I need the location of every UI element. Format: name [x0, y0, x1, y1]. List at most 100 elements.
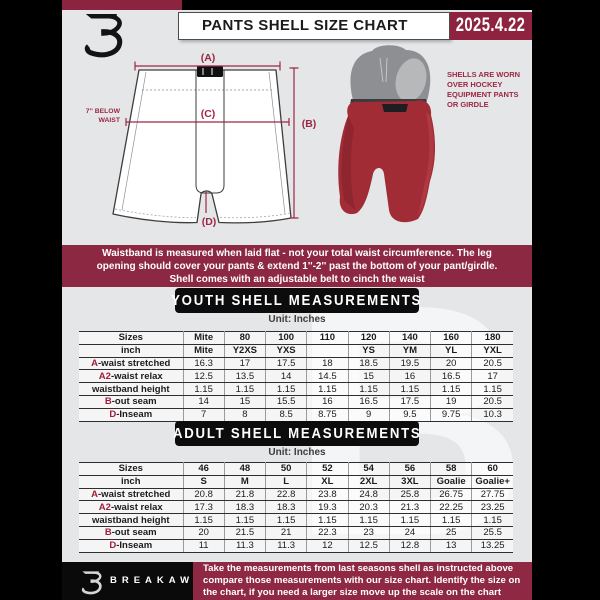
measurement-cell: 1.15	[264, 513, 308, 527]
measurement-cell: 22.25	[429, 500, 473, 515]
measurement-cell: Mite	[182, 331, 225, 345]
measurement-cell: 14	[182, 394, 225, 409]
measurement-cell: 1.15	[306, 382, 349, 396]
page-content: B PANTS SHELL SIZE CHART 2025.4.22	[62, 0, 532, 600]
adult-heading: ADULT SHELL MEASUREMENTS	[172, 425, 422, 442]
measurement-cell: 19.5	[388, 356, 432, 371]
measurement-cell: 11.3	[264, 538, 308, 553]
measurement-cell: 1.15	[429, 513, 473, 527]
measurement-cell: Y2XS	[223, 343, 267, 358]
table-row: A2-waist relax 12.5 13.5 14 14.5 15 16 16.5 17	[79, 369, 513, 384]
notice-banner: Waistband is measured when laid flat - n…	[62, 245, 532, 287]
date-text: 2025.4.22	[456, 15, 526, 36]
belt-buckle	[197, 66, 223, 77]
measurement-cell: M	[223, 474, 267, 489]
footer: BREAKAWAY Take the measurements from las…	[62, 562, 532, 600]
measurement-cell: 16.5	[347, 394, 390, 409]
row-label: A2-waist relax	[79, 369, 184, 384]
measurement-cell: 24	[388, 525, 432, 540]
notice-text: Waistband is measured when laid flat - n…	[96, 247, 498, 285]
measurement-cell: 1.15	[347, 513, 390, 527]
measurement-cell: YXS	[264, 343, 308, 358]
measurement-cell: 15	[347, 369, 390, 384]
measurement-cell: 1.15	[471, 382, 513, 396]
below-waist-note: 7'' BELOW WAIST	[85, 108, 120, 124]
measurement-cell: 20.5	[471, 394, 513, 409]
measurement-cell: 20.3	[347, 500, 390, 515]
measurement-cell: 1.15	[182, 513, 225, 527]
table-row: B-out seam 20 21.5 21 22.3 23 24 25 25.5	[79, 525, 513, 540]
table-row: inch Mite Y2XS YXS YS YM YL YXL	[79, 343, 513, 358]
measurement-cell: 23.25	[471, 500, 513, 515]
measurement-cell: 11	[182, 538, 225, 553]
measurement-cell: L	[264, 474, 308, 489]
measurement-cell: YS	[347, 343, 390, 358]
measurement-cell: 11.3	[223, 538, 267, 553]
measurement-cell: 19.3	[306, 500, 349, 515]
breakaway-footer-logo-icon	[81, 570, 102, 595]
table-row: A2-waist relax 17.3 18.3 18.3 19.3 20.3 21.3 22…	[79, 500, 513, 515]
measurement-cell: 80	[223, 331, 267, 345]
measurement-cell: 23.8	[306, 487, 349, 502]
measurement-cell: 12.5	[347, 538, 390, 553]
row-label: B-out seam	[79, 394, 184, 409]
measurement-cell: 16.3	[182, 356, 225, 371]
measurement-cell: 46	[182, 462, 225, 476]
measurement-cell: YXL	[471, 343, 513, 358]
measurement-cell: 3XL	[388, 474, 432, 489]
measurement-cell: 1.15	[306, 513, 349, 527]
table-row: D-Inseam 11 11.3 11.3 12 12.5 12.8 13 13.25	[79, 538, 513, 553]
measurement-cell: Mite	[182, 343, 225, 358]
measurement-cell: 18.3	[264, 500, 308, 515]
measurement-cell	[306, 343, 349, 358]
pants-outline	[112, 66, 292, 224]
measurement-cell: 8.75	[306, 407, 349, 422]
row-label: waistband height	[79, 513, 184, 527]
row-label: waistband height	[79, 382, 184, 396]
measurement-cell: 56	[388, 462, 432, 476]
measurement-cell: 21.5	[223, 525, 267, 540]
measurement-cell: 9.75	[429, 407, 473, 422]
measurement-cell: 1.15	[223, 382, 267, 396]
measurement-cell: 15.5	[264, 394, 308, 409]
measurement-cell: 52	[306, 462, 349, 476]
measurement-cell: 8.5	[264, 407, 308, 422]
measurement-cell: 24.8	[347, 487, 390, 502]
top-strip-accent	[62, 0, 182, 10]
table-row: A-waist stretched 20.8 21.8 22.8 23.8 24.8 25.…	[79, 487, 513, 502]
measurement-cell: 15	[223, 394, 267, 409]
measurement-cell: 50	[264, 462, 308, 476]
measurement-cell: 27.75	[471, 487, 513, 502]
label-d: (D)	[202, 216, 217, 228]
adult-unit-label: Unit: Inches	[268, 447, 326, 458]
table-row: D-Inseam 7 8 8.5 8.75 9 9.5 9.75 10.3	[79, 407, 513, 422]
row-label: Sizes	[79, 462, 184, 476]
row-label: inch	[79, 343, 184, 358]
measurement-cell: 1.15	[182, 382, 225, 396]
table-row: waistband height 1.15 1.15 1.15 1.15 1.15 1.15…	[79, 513, 513, 527]
measurement-cell: 60	[471, 462, 513, 476]
measurement-cell: YL	[429, 343, 473, 358]
measurement-cell: 25.5	[471, 525, 513, 540]
measurement-cell: 22.3	[306, 525, 349, 540]
measurement-cell: 140	[388, 331, 432, 345]
row-label: inch	[79, 474, 184, 489]
measurement-cell: Goalie	[429, 474, 473, 489]
measurement-cell: 1.15	[388, 513, 432, 527]
measurement-cell: 22.8	[264, 487, 308, 502]
measurement-cell: 20	[429, 356, 473, 371]
measurement-cell: 120	[347, 331, 390, 345]
measurement-cell: 23	[347, 525, 390, 540]
row-label: Sizes	[79, 331, 184, 345]
measurement-cell: 9.5	[388, 407, 432, 422]
measurement-cell: 18.5	[347, 356, 390, 371]
measurement-cell: 17.5	[388, 394, 432, 409]
label-b: (B)	[302, 118, 317, 130]
measurement-cell: 13	[429, 538, 473, 553]
measurement-cell: 8	[223, 407, 267, 422]
measurement-cell: 14	[264, 369, 308, 384]
measurement-cell: 1.15	[471, 513, 513, 527]
shell-photo	[338, 45, 436, 223]
adult-measurements-table: Sizes 46 48 50 52 54 56 58 60 inch S M L XL 2XL 3XL Goal…	[79, 462, 513, 553]
